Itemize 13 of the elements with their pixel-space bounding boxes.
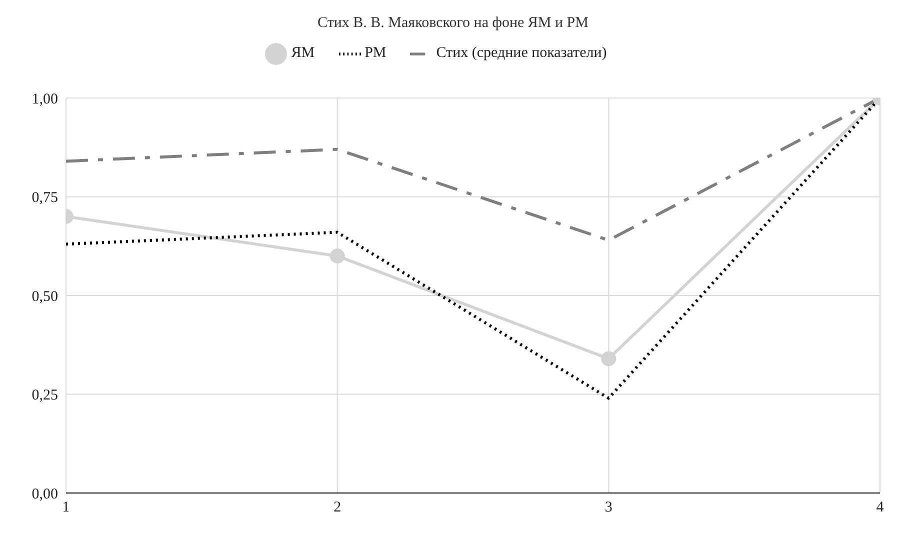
y-tick-label: 0,25: [32, 388, 58, 404]
legend-label: Стих (средние показатели): [436, 45, 607, 62]
y-tick-label: 0,75: [32, 190, 58, 206]
legend-label: ЯМ: [291, 45, 315, 62]
y-tick-label: 0,50: [32, 288, 58, 305]
chart-title: Стих В. В. Маяковского на фоне ЯМ и РМ: [316, 14, 590, 33]
y-tick-label: 0,00: [32, 486, 58, 502]
x-tick-label: 1: [62, 500, 70, 516]
x-tick-label: 2: [334, 500, 342, 516]
x-tick-label: 3: [604, 500, 612, 516]
y-tick-label: 1,00: [32, 91, 58, 108]
legend-label: РМ: [364, 45, 386, 62]
x-tick-label: 4: [876, 500, 884, 516]
